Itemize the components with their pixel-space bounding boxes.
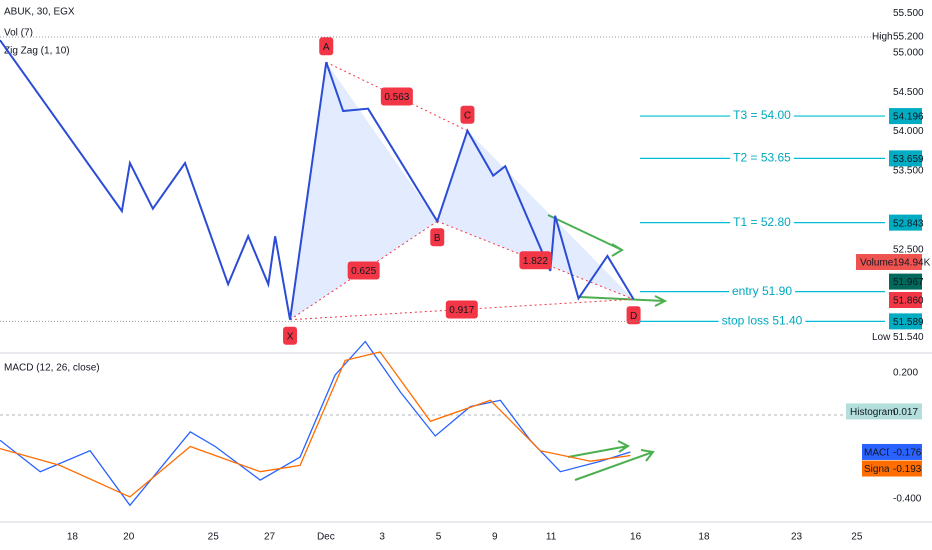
x-tick-label: 9: [492, 532, 498, 543]
x-tick-label: Dec: [317, 532, 335, 543]
level-text: T2 = 53.65: [733, 151, 791, 165]
x-tick-label: 5: [436, 532, 442, 543]
price-tag-label: 51.967: [893, 277, 924, 288]
x-tick-label: 25: [208, 532, 220, 543]
x-tick-label: 18: [698, 532, 710, 543]
pattern-point-label: A: [323, 42, 330, 53]
pattern-fill: [437, 130, 634, 300]
level-text-bg: [730, 150, 794, 167]
macd-value-tag: [889, 443, 922, 460]
pattern-point-box: [430, 228, 445, 247]
ratio-box: [347, 261, 380, 280]
pattern-leg: [290, 298, 634, 321]
pattern-point-label: D: [630, 311, 637, 322]
ratio-label: 0.625: [351, 266, 376, 277]
macd-value: -0.176: [893, 448, 922, 459]
volume-label: Volume: [860, 258, 894, 269]
x-tick-label: 3: [379, 532, 385, 543]
ratio-box: [519, 251, 552, 270]
ratio-box: [380, 87, 413, 106]
level-text: stop loss 51.40: [722, 314, 803, 328]
level-text-bg: [718, 313, 806, 330]
price-tag: [889, 292, 922, 309]
ratio-label: 0.917: [449, 305, 474, 316]
price-tag-label: 52.843: [893, 218, 924, 229]
price-tag: [889, 273, 922, 290]
level-text-bg: [728, 283, 796, 300]
histogram-label: Histogram: [850, 407, 896, 418]
low-label: Low: [872, 332, 891, 343]
volume-tag: [856, 254, 922, 270]
histogram-tag: [846, 403, 922, 420]
pattern-point-label: B: [434, 233, 441, 244]
price-tag: [889, 214, 922, 231]
x-tick-label: 16: [630, 532, 642, 543]
x-tick-label: 20: [123, 532, 135, 543]
price-tag: [889, 313, 922, 330]
x-tick-label: 25: [851, 532, 863, 543]
macd-line: [0, 351, 631, 498]
pattern-point-label: C: [464, 110, 471, 121]
arrow: [547, 214, 624, 257]
x-tick-label: 11: [546, 532, 557, 543]
macd-name-tag: [862, 460, 889, 477]
y-tick-label: 54.000: [893, 126, 924, 137]
high-value: 55.200: [893, 32, 924, 43]
pattern-point-box: [626, 306, 641, 325]
y-tick-label: 54.500: [893, 87, 924, 98]
pattern-point-box: [319, 37, 334, 56]
zigzag-line: [0, 39, 635, 320]
macd-value-tag: [889, 460, 922, 477]
legend-label: MACD: [864, 448, 893, 459]
arrow: [567, 440, 630, 458]
macd-name-tag: [862, 443, 889, 460]
histogram-value: 0.017: [893, 407, 918, 418]
y-tick-label: 52.500: [893, 244, 924, 255]
ratio-box: [445, 300, 478, 319]
macd-title: MACD (12, 26, close): [4, 363, 100, 374]
indicator: Vol (7): [4, 28, 33, 39]
legend-label: Signal: [864, 464, 892, 475]
pattern-point-box: [283, 326, 298, 345]
macd-value: -0.193: [893, 464, 922, 475]
x-tick-label: 27: [264, 532, 276, 543]
price-tag-label: 51.589: [893, 317, 924, 328]
arrow: [579, 295, 668, 307]
pattern-point-label: X: [287, 331, 294, 342]
y-tick-label: -0.400: [893, 494, 922, 505]
high-label: High: [872, 32, 893, 43]
ratio-label: 1.822: [523, 256, 548, 267]
pattern-fill: [290, 62, 438, 320]
volume-value: 194.94K: [893, 258, 931, 269]
trend-arrows: [547, 214, 668, 481]
y-tick-label: 55.500: [893, 8, 924, 19]
level-text-bg: [730, 108, 794, 125]
price-tag: [889, 108, 922, 125]
y-tick-label: 0.200: [893, 368, 918, 379]
x-tick-label: 23: [791, 532, 803, 543]
pattern-leg: [326, 61, 468, 132]
level-text: T1 = 52.80: [733, 215, 791, 229]
y-tick-label: 55.000: [893, 47, 924, 58]
indicator: Zig Zag (1, 10): [4, 46, 70, 57]
arrow: [574, 449, 655, 481]
y-tick-label: 53.500: [893, 166, 924, 177]
price-tag-label: 51.860: [893, 296, 924, 307]
price-tag-label: 53.659: [893, 154, 924, 165]
low-value: 51.540: [893, 332, 924, 343]
symbol: ABUK, 30, EGX: [4, 7, 75, 18]
price-tag: [889, 150, 922, 167]
level-text: entry 51.90: [732, 284, 792, 298]
level-text-bg: [730, 214, 794, 231]
pattern-point-box: [460, 105, 475, 124]
ratio-label: 0.563: [384, 92, 409, 103]
level-text: T3 = 54.00: [733, 108, 791, 122]
price-tag-label: 54.196: [893, 112, 924, 123]
x-tick-label: 18: [67, 532, 79, 543]
